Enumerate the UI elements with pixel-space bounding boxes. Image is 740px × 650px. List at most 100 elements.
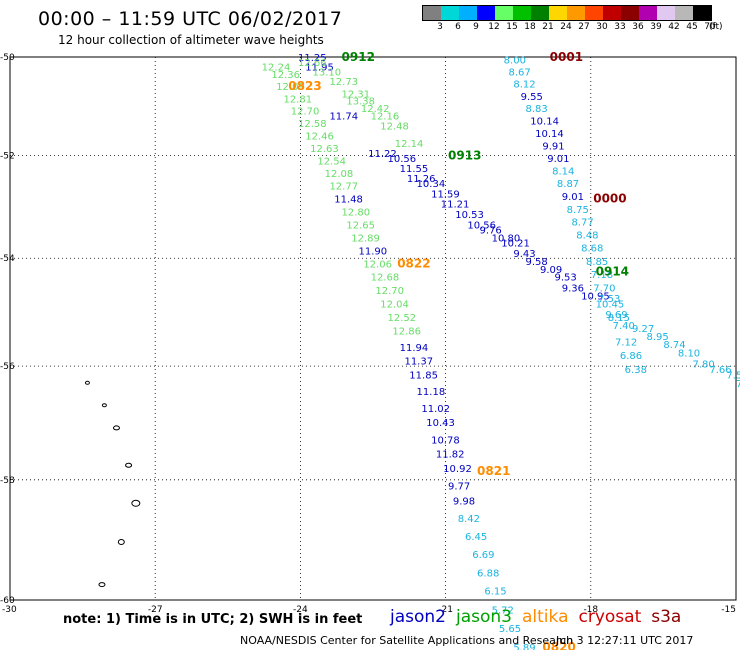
legend-swatch [549, 6, 567, 20]
swh-value: 11.90 [358, 246, 387, 257]
swh-value: 8.00 [504, 55, 526, 66]
timestamp-text: Jun 3 12:27:11 UTC 2017 [556, 634, 694, 647]
swh-value: 8.74 [663, 340, 685, 351]
latitude-label: -56 [0, 362, 15, 372]
swh-value: 8.75 [567, 205, 589, 216]
legend-label: 27 [578, 22, 590, 32]
legend-unit: (ft) [709, 22, 723, 32]
swh-value: 11.82 [436, 450, 465, 461]
swh-value: 11.21 [441, 200, 470, 211]
swh-value: 12.89 [351, 233, 380, 244]
swh-value: 10.14 [530, 116, 559, 127]
swh-value: 12.86 [392, 326, 421, 337]
legend-swatch [459, 6, 477, 20]
track-time-label: 0822 [397, 256, 430, 270]
swh-value: 5.89 [513, 643, 535, 650]
swh-value: 12.16 [371, 112, 400, 123]
longitude-label: -18 [583, 605, 598, 615]
swh-value: 10.45 [596, 299, 625, 310]
satellite-legend: jason2 jason3 altika cryosat s3a [390, 607, 691, 627]
swh-value: 5.72 [492, 605, 514, 616]
longitude-label: -27 [148, 605, 163, 615]
legend-label: 45 [686, 22, 698, 32]
track-time-label: 0001 [550, 50, 583, 64]
legend-swatch [675, 6, 693, 20]
swh-value: 12.52 [388, 313, 417, 324]
swh-value: 11.59 [431, 189, 460, 200]
track-time-label: 0823 [288, 79, 321, 93]
swh-value: 11.95 [305, 63, 334, 74]
swh-value: 12.31 [342, 89, 371, 100]
swh-value: 11.02 [421, 404, 450, 415]
swh-value: 10.56 [388, 154, 417, 165]
swh-value: 8.12 [513, 80, 535, 91]
latitude-label: -52 [0, 151, 15, 161]
swh-value: 8.95 [646, 332, 668, 343]
swh-value: 8.15 [608, 313, 630, 324]
legend-label: 24 [560, 22, 572, 32]
longitude-label: -15 [721, 605, 736, 615]
track-time-label: 0914 [596, 264, 629, 278]
track-time-label: 0912 [342, 50, 375, 64]
legend-label: 36 [632, 22, 644, 32]
latitude-label: -54 [0, 254, 15, 264]
swh-value: 9.98 [453, 496, 475, 507]
swh-value: 12.63 [310, 144, 339, 155]
note-text: note: 1) Time is in UTC; 2) SWH is in fe… [63, 612, 363, 627]
legend-swatch [567, 6, 585, 20]
legend-label: 9 [473, 22, 479, 32]
swh-value: 12.80 [342, 207, 371, 218]
legend-label: 39 [650, 22, 662, 32]
island-outline [125, 462, 133, 468]
swh-value: 12.66 [298, 58, 327, 69]
satellite-name: altika [522, 607, 569, 627]
swh-value: 12.65 [346, 220, 375, 231]
legend-swatch [603, 6, 621, 20]
map-frame [9, 56, 737, 601]
legend-label: 42 [668, 22, 680, 32]
swh-value: 9.01 [547, 154, 569, 165]
legend-swatch [441, 6, 459, 20]
swh-value: 10.21 [501, 238, 530, 249]
swh-value: 8.68 [581, 244, 603, 255]
legend-swatch [513, 6, 531, 20]
swh-value: 9.58 [525, 257, 547, 268]
swh-value: 12.73 [329, 77, 358, 88]
swh-value: 7.18 [591, 270, 613, 281]
swh-value: 8.67 [509, 67, 531, 78]
swh-value: 12.70 [291, 107, 320, 118]
swh-value: 11.55 [400, 164, 429, 175]
swh-value: 6.69 [472, 550, 494, 561]
swh-value: 12.42 [361, 104, 390, 115]
island-outline [131, 499, 141, 507]
swh-value: 7.53 [598, 294, 620, 305]
swh-value: 12.46 [305, 131, 334, 142]
swh-value: 9.36 [562, 283, 584, 294]
swh-value: 9.09 [540, 265, 562, 276]
legend-swatch [585, 6, 603, 20]
swh-value: 6.45 [465, 532, 487, 543]
legend-label: 15 [506, 22, 518, 32]
swh-value: 9.01 [562, 192, 584, 203]
satellite-name: s3a [651, 607, 682, 627]
swh-value: 11.74 [329, 112, 358, 123]
latitude-label: -60 [0, 596, 15, 606]
credit-text: NOAA/NESDIS Center for Satellite Applica… [240, 634, 574, 647]
swh-value: 9.76 [479, 225, 501, 236]
swh-value: 6.88 [477, 568, 499, 579]
swh-value: 11.22 [368, 149, 397, 160]
island-outline [112, 425, 120, 431]
swh-value: 9.91 [542, 141, 564, 152]
legend-swatch [657, 6, 675, 20]
legend-swatch [477, 6, 495, 20]
swh-value: 10.92 [443, 464, 472, 475]
legend-label: 3 [437, 22, 443, 32]
swh-value: 10.78 [431, 435, 460, 446]
swh-value: 9.43 [513, 249, 535, 260]
longitude-label: -21 [438, 605, 453, 615]
swh-value: 11.18 [417, 387, 446, 398]
swh-value: 10.95 [581, 291, 610, 302]
swh-value: 6.15 [484, 587, 506, 598]
legend-swatch [531, 6, 549, 20]
island-outline [84, 380, 90, 385]
